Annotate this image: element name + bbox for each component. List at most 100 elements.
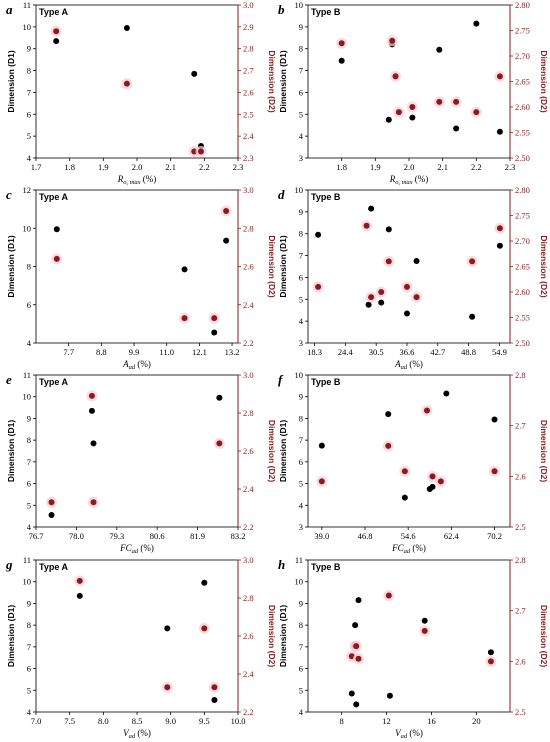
x-tick-label: 7.0 [31, 716, 42, 726]
y-left-tick-label: 6 [299, 87, 303, 97]
type-label: Type A [39, 562, 69, 572]
d2-point [88, 392, 95, 399]
y-right-tick-label: 2.8 [243, 593, 254, 603]
x-tick-label: 10.0 [231, 716, 246, 726]
d1-point [211, 697, 218, 704]
d2-point [353, 643, 360, 650]
d1-point [53, 226, 60, 233]
y-left-axis-label: Dimension (D1) [6, 235, 16, 298]
d2-point [385, 258, 392, 265]
x-tick-label: 54.6 [401, 531, 416, 541]
d2-point [368, 294, 375, 301]
y-left-tick-label: 5 [299, 479, 303, 489]
y-left-tick-label: 3 [299, 522, 303, 532]
y-left-tick-label: 7 [299, 66, 303, 76]
y-right-tick-label: 2.7 [515, 421, 526, 431]
y-right-tick-label: 2.4 [243, 131, 254, 141]
x-tick-label: 9.9 [129, 347, 140, 357]
y-right-tick-label: 2.65 [515, 262, 530, 272]
x-axis-label: Vad (%) [123, 728, 151, 740]
x-tick-label: 1.7 [31, 162, 42, 172]
y-left-tick-label: 8 [299, 413, 303, 423]
y-left-tick-label: 5 [299, 294, 303, 304]
plot-frame [307, 4, 511, 159]
y-left-tick-label: 9 [299, 598, 303, 608]
type-label: Type B [311, 377, 341, 387]
x-tick-label: 39.0 [314, 531, 329, 541]
x-tick-label: 12.1 [192, 347, 207, 357]
x-tick-label: 20 [472, 716, 481, 726]
type-label: Type B [311, 7, 341, 17]
x-axis-label-subscript: o, max [123, 179, 140, 186]
x-axis-label-subscript: ad [401, 364, 408, 371]
d1-point [409, 114, 416, 121]
y-left-tick-label: 9 [299, 392, 303, 402]
d2-point [385, 592, 392, 599]
d1-point [191, 70, 198, 77]
y-left-tick-label: 4 [27, 153, 32, 163]
d1-point [496, 242, 503, 249]
x-axis-label: FCad (%) [119, 543, 154, 555]
d2-point [496, 225, 503, 232]
x-tick-label: 70.2 [487, 531, 502, 541]
y-left-tick-label: 7 [299, 642, 303, 652]
d2-point [216, 440, 223, 447]
y-left-tick-label: 4 [27, 707, 32, 717]
d1-point [436, 46, 443, 53]
y-left-tick-label: 9 [27, 598, 31, 608]
y-left-axis-label: Dimension (D1) [278, 605, 288, 668]
y-left-tick-label: 10 [23, 392, 32, 402]
x-tick-label: 2.0 [404, 162, 415, 172]
d2-point [378, 289, 385, 295]
y-left-tick-label: 5 [299, 109, 303, 119]
d1-point [123, 24, 130, 31]
panel-b: 1.8 1.9 2.0 2.1 2.2 2.3 3 4 5 6 7 8 9 10 2.50 2.55 2.60 2… [278, 0, 549, 186]
y-left-tick-label: 6 [299, 457, 303, 467]
x-tick-label: 83.2 [231, 531, 246, 541]
y-right-tick-label: 2.75 [515, 26, 530, 36]
y-left-tick-label: 11 [295, 555, 303, 565]
y-left-tick-label: 10 [295, 185, 304, 195]
x-tick-label: 2.1 [165, 162, 176, 172]
x-axis-label-unit: (%) [407, 728, 423, 738]
y-left-tick-label: 3 [299, 153, 303, 163]
d2-point [389, 37, 396, 44]
y-right-tick-label: 2.6 [515, 471, 526, 481]
d1-point [223, 237, 230, 244]
x-axis-label: Aad (%) [394, 359, 423, 371]
y-left-tick-label: 5 [27, 500, 31, 510]
d1-point [164, 625, 171, 632]
y-right-axis-label: Dimension (D2) [539, 50, 549, 113]
d1-point [368, 205, 375, 212]
d2-point [338, 40, 345, 47]
y-left-tick-label: 7 [299, 435, 303, 445]
d2-point [318, 478, 325, 485]
d1-point [491, 416, 498, 423]
x-axis-label-subscript: ad [404, 548, 411, 555]
y-right-tick-label: 3.0 [243, 555, 254, 565]
x-tick-label: 7.5 [64, 716, 75, 726]
x-tick-label: 8.0 [98, 716, 109, 726]
y-right-tick-label: 2.3 [243, 153, 254, 163]
d2-point [123, 80, 130, 87]
d1-point [469, 313, 476, 320]
y-right-axis-label: Dimension (D2) [267, 235, 277, 298]
d1-point [338, 57, 345, 64]
y-left-tick-label: 10 [23, 223, 32, 233]
x-axis-label: Ro, max (%) [117, 174, 157, 186]
x-axis-label-subscript: o, max [395, 179, 412, 186]
x-tick-label: 54.9 [492, 347, 507, 357]
panel-a: 1.7 1.8 1.9 2.0 2.1 2.2 2.3 4 5 6 7 8 9 10 11 2.3 2.4 2.5… [6, 0, 277, 186]
d2-point [473, 109, 480, 116]
y-left-tick-label: 9 [299, 207, 303, 217]
y-left-axis-label: Dimension (D1) [6, 420, 16, 483]
y-right-tick-label: 2.6 [243, 262, 254, 272]
y-right-tick-label: 2.75 [515, 211, 530, 221]
d2-point [453, 98, 460, 105]
d2-point [201, 625, 208, 632]
y-left-tick-label: 9 [27, 44, 31, 54]
y-left-tick-label: 9 [27, 413, 31, 423]
y-right-tick-label: 2.4 [243, 484, 254, 494]
d1-point [211, 329, 218, 336]
x-tick-label: 2.2 [199, 162, 210, 172]
